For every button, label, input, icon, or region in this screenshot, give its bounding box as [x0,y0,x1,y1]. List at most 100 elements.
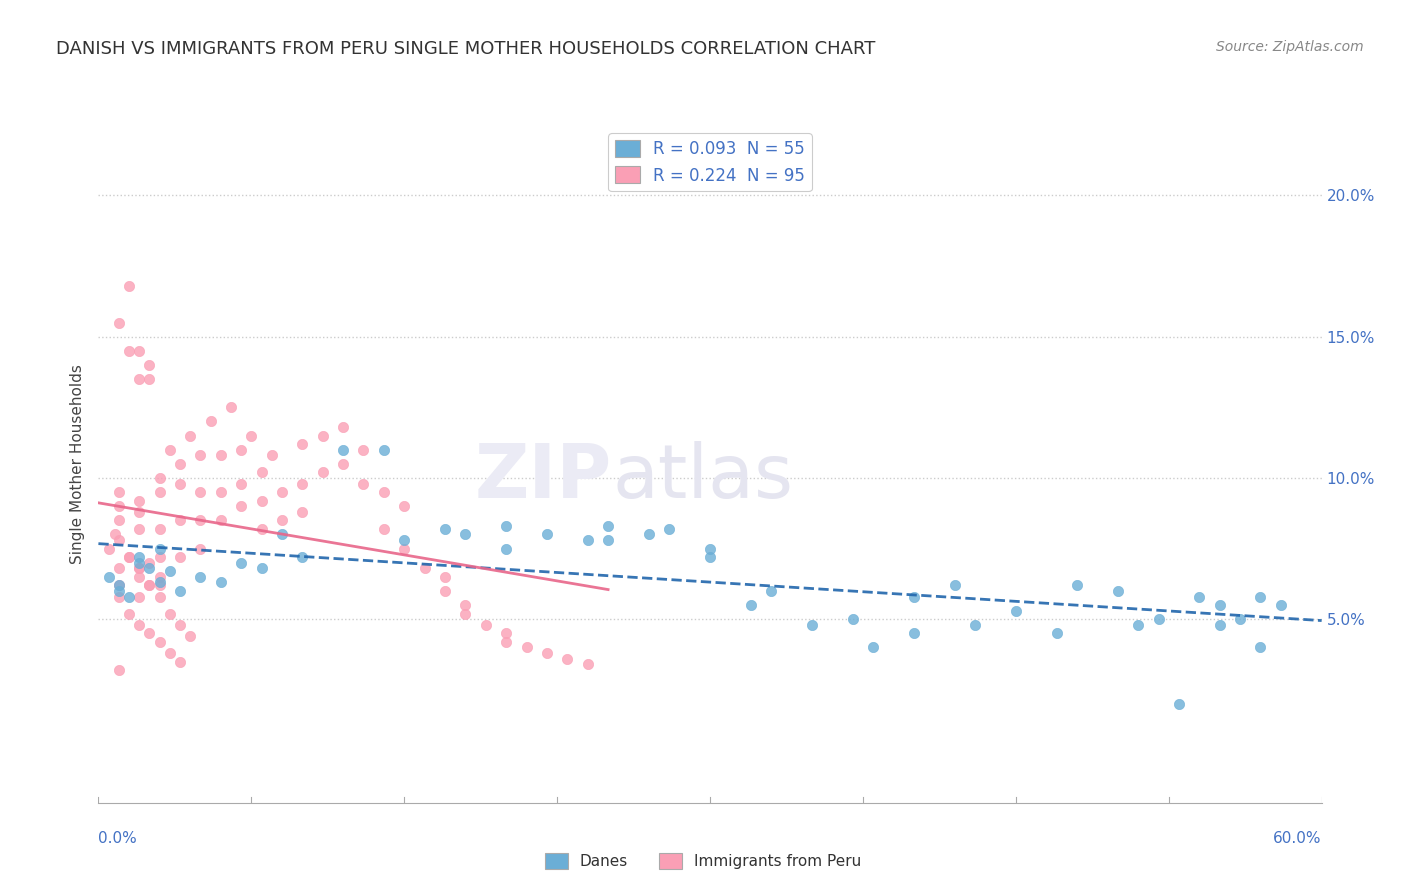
Point [128,617,150,632]
Point [159,564,181,578]
Point [128,561,150,575]
Point [149,590,172,604]
Point [699,549,721,565]
Point [598,519,620,533]
Point [118,549,141,565]
Point [169,549,191,565]
Point [291,549,314,565]
Point [1167,697,1189,711]
Point [392,500,416,514]
Point [108,561,131,575]
Point [903,590,925,604]
Point [108,584,131,599]
Point [536,646,558,660]
Point [149,635,172,649]
Point [454,607,477,621]
Point [270,485,294,500]
Point [149,578,172,592]
Point [598,533,620,548]
Point [149,485,172,500]
Point [291,476,314,491]
Point [392,541,416,556]
Point [413,561,436,575]
Point [1004,604,1026,618]
Point [149,522,172,536]
Point [108,485,131,500]
Point [159,607,181,621]
Point [495,626,517,640]
Point [740,598,762,612]
Point [699,541,721,556]
Point [138,561,160,575]
Point [943,578,966,592]
Point [270,513,294,527]
Text: 60.0%: 60.0% [1274,831,1322,846]
Point [250,522,273,536]
Point [209,485,232,500]
Point [434,584,457,599]
Text: DANISH VS IMMIGRANTS FROM PERU SINGLE MOTHER HOUSEHOLDS CORRELATION CHART: DANISH VS IMMIGRANTS FROM PERU SINGLE MO… [56,40,876,58]
Point [250,561,273,575]
Point [862,640,884,655]
Point [108,316,131,330]
Point [138,578,160,592]
Y-axis label: Single Mother Households: Single Mother Households [69,364,84,564]
Point [658,522,681,536]
Point [1045,626,1069,640]
Point [159,646,181,660]
Point [149,541,172,556]
Point [312,428,335,442]
Point [97,570,120,584]
Point [209,575,232,590]
Point [128,493,150,508]
Text: atlas: atlas [612,441,793,514]
Point [149,471,172,485]
Point [169,513,191,527]
Point [128,343,150,358]
Point [159,442,181,457]
Point [1107,584,1129,599]
Point [138,626,160,640]
Point [1229,612,1251,626]
Point [332,420,354,434]
Point [965,617,987,632]
Point [108,513,131,527]
Point [108,590,131,604]
Point [118,607,141,621]
Point [454,598,477,612]
Point [200,415,222,429]
Point [332,442,354,457]
Point [1270,598,1292,612]
Point [128,522,150,536]
Legend: R = 0.093  N = 55, R = 0.224  N = 95: R = 0.093 N = 55, R = 0.224 N = 95 [609,133,811,191]
Point [841,612,863,626]
Point [638,527,661,541]
Point [188,513,212,527]
Point [1249,640,1271,655]
Point [495,519,517,533]
Point [1188,590,1211,604]
Point [104,527,127,541]
Point [1066,578,1088,592]
Point [179,428,201,442]
Point [138,578,160,592]
Point [373,485,395,500]
Point [188,449,212,463]
Point [169,655,191,669]
Point [250,493,273,508]
Point [118,590,141,604]
Point [240,428,263,442]
Point [1209,598,1232,612]
Legend: Danes, Immigrants from Peru: Danes, Immigrants from Peru [538,847,868,875]
Point [138,358,160,372]
Point [128,505,150,519]
Point [169,476,191,491]
Point [576,657,599,672]
Point [108,533,131,548]
Point [260,449,283,463]
Point [118,549,141,565]
Point [495,635,517,649]
Point [118,343,141,358]
Point [352,442,374,457]
Point [903,626,925,640]
